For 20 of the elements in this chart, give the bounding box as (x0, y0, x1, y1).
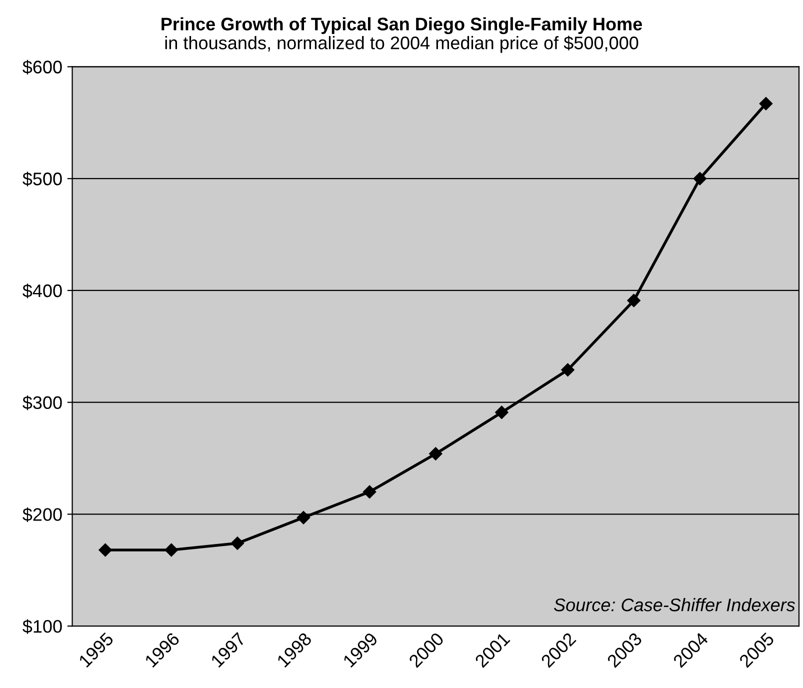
y-tick-label: $300 (22, 396, 62, 410)
point (164, 543, 178, 557)
point (98, 543, 112, 557)
chart-subtitle: in thousands, normalized to 2004 median price of $500,000 (165, 36, 638, 53)
point (296, 510, 310, 524)
chart-title: Prince Growth of Typical San Diego Single-Family Home (162, 17, 642, 34)
y-tick-label: $100 (22, 619, 62, 634)
point (230, 536, 244, 550)
y-tick-label: $500 (22, 172, 62, 186)
point (627, 294, 640, 308)
point (429, 447, 442, 460)
point (495, 406, 508, 419)
point (561, 363, 574, 376)
point (759, 97, 773, 110)
annotation: Source: Case-Shiffer Indexers (554, 598, 795, 612)
y-tick-label: $600 (22, 60, 62, 75)
point (693, 172, 706, 186)
y-tick-label: $200 (22, 507, 62, 522)
point (362, 485, 376, 498)
y-tick-label: $400 (22, 284, 62, 298)
